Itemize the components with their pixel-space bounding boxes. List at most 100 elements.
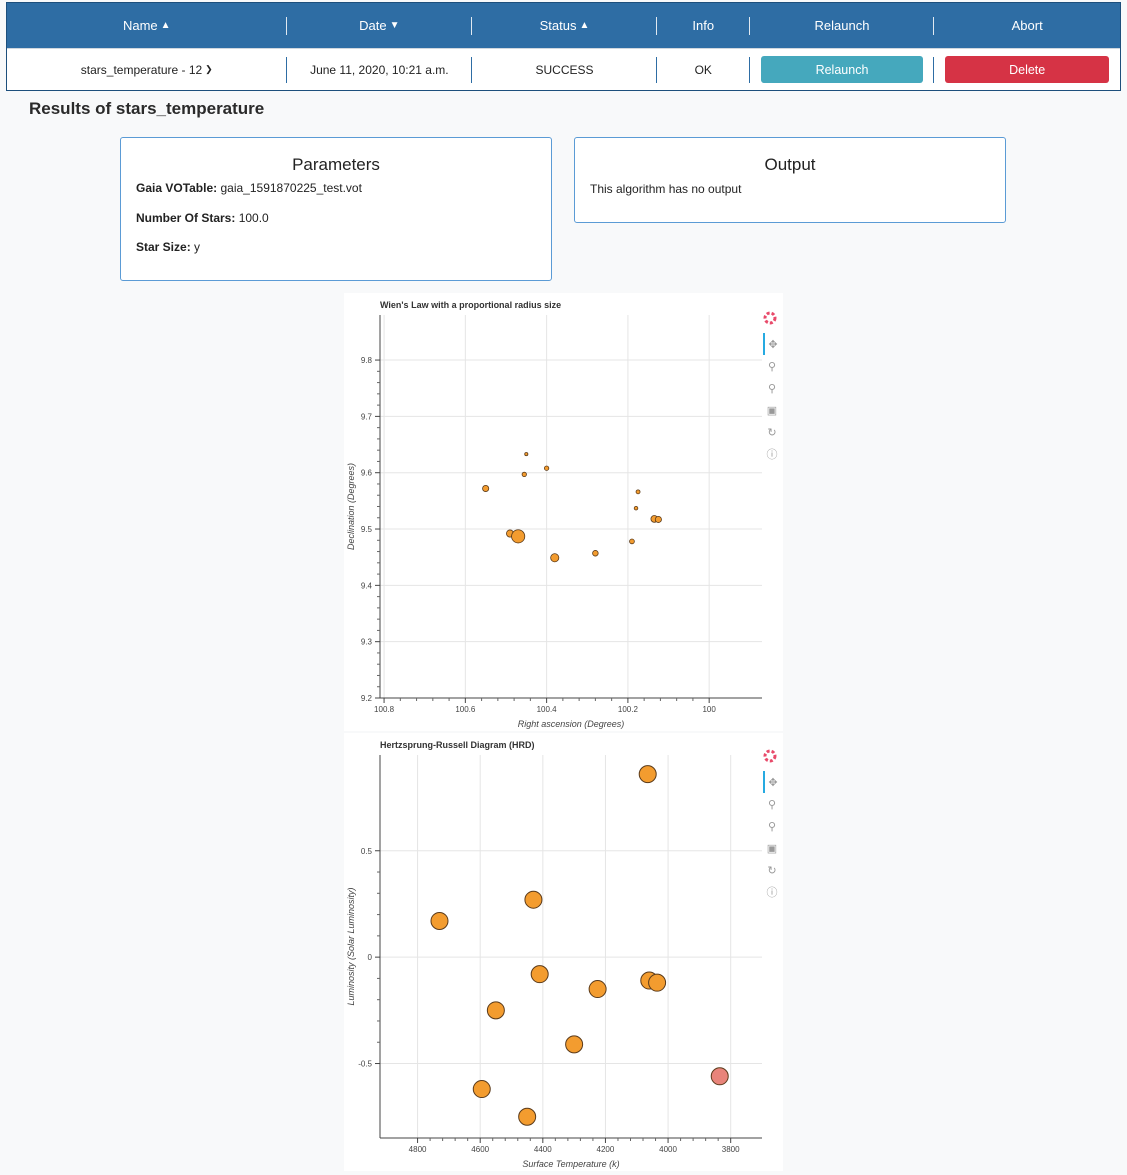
header-date-label: Date <box>359 18 387 33</box>
header-abort: Abort <box>934 3 1120 48</box>
data-point <box>550 553 560 563</box>
header-name[interactable]: Name ▲︎ <box>7 3 287 48</box>
x-tick-label: 3800 <box>722 1145 740 1154</box>
save-icon[interactable]: ▣ <box>766 404 778 417</box>
chevron-down-icon[interactable]: ❯ <box>205 64 213 74</box>
pan-icon[interactable]: ✥ <box>763 771 781 793</box>
help-icon[interactable]: ⓘ <box>766 887 778 899</box>
data-point <box>654 515 662 523</box>
header-relaunch: Relaunch <box>750 3 935 48</box>
data-point <box>524 452 529 457</box>
header-date[interactable]: Date ▼ <box>287 3 473 48</box>
sort-icon[interactable]: ▲︎ <box>160 20 171 31</box>
job-table: Name ▲︎ Date ▼ Status ▲︎ Info Relaunch A… <box>6 2 1121 91</box>
data-point <box>710 1067 729 1086</box>
pan-icon[interactable]: ✥ <box>763 333 781 355</box>
bokeh-logo-icon[interactable] <box>763 311 781 333</box>
x-tick-label: 100.8 <box>374 705 395 714</box>
y-axis-label: Declination (Degrees) <box>346 463 356 550</box>
wheel-zoom-icon[interactable]: ⚲ <box>767 382 777 395</box>
plot-toolbar: ✥ ⚲ ⚲ ▣ ↻ ⓘ <box>763 749 781 903</box>
y-tick-label: 9.8 <box>361 356 373 365</box>
x-axis-label: Surface Temperature (k) <box>522 1159 619 1169</box>
param-label: Number Of Stars: <box>136 211 236 225</box>
x-tick-label: 4800 <box>409 1145 427 1154</box>
data-point <box>524 890 543 909</box>
data-point <box>565 1035 584 1054</box>
reset-icon[interactable]: ↻ <box>767 864 777 877</box>
param-number-of-stars: Number Of Stars: 100.0 <box>136 211 269 225</box>
job-info: OK <box>657 49 750 90</box>
x-tick-label: 4200 <box>597 1145 615 1154</box>
y-tick-label: 9.3 <box>361 638 373 647</box>
sort-desc-icon[interactable]: ▼ <box>389 20 400 31</box>
header-status-label: Status <box>539 18 577 33</box>
delete-button[interactable]: Delete <box>945 56 1110 83</box>
wheel-zoom-icon[interactable]: ⚲ <box>767 820 777 833</box>
header-name-label: Name <box>122 18 158 33</box>
job-table-header: Name ▲︎ Date ▼ Status ▲︎ Info Relaunch A… <box>7 3 1120 48</box>
x-axis-label: Right ascension (Degrees) <box>518 719 625 729</box>
job-name[interactable]: stars_temperature - 12 <box>80 62 203 77</box>
relaunch-cell: Relaunch <box>750 49 935 90</box>
abort-cell: Delete <box>934 49 1120 90</box>
sort-icon[interactable]: ▲︎ <box>579 20 590 31</box>
x-tick-label: 100.4 <box>537 705 558 714</box>
hrd-plot[interactable]: 4800 4600 4400 4200 4000 3800 -0.5 0 0.5 Hertzspr… <box>344 733 783 1171</box>
wien-plot[interactable]: 100.8 100.6 100.4 100.2 100 9.2 9.3 9.4 9.5 9.6 9.… <box>344 293 783 731</box>
output-title: Output <box>764 155 816 174</box>
data-point <box>482 484 490 492</box>
data-point <box>638 765 657 784</box>
data-point <box>544 465 550 471</box>
param-value: y <box>194 240 201 254</box>
box-zoom-icon[interactable]: ⚲ <box>767 798 777 811</box>
job-status-value: SUCCESS <box>535 62 594 77</box>
header-status[interactable]: Status ▲︎ <box>472 3 657 48</box>
param-star-size: Star Size: y <box>136 240 200 254</box>
reset-icon[interactable]: ↻ <box>767 426 777 439</box>
parameters-card: Parameters Gaia VOTable: gaia_1591870225… <box>120 137 552 281</box>
data-point <box>592 550 599 557</box>
wien-chart: 100.8 100.6 100.4 100.2 100 9.2 9.3 9.4 9.5 9.6 9.… <box>346 300 762 729</box>
job-date-value: June 11, 2020, 10:21 a.m. <box>310 62 449 77</box>
box-zoom-icon[interactable]: ⚲ <box>767 360 777 373</box>
job-info-value: OK <box>694 62 712 77</box>
y-tick-label: 9.5 <box>361 525 373 534</box>
x-tick-label: 100.6 <box>455 705 476 714</box>
param-gaia-votable: Gaia VOTable: gaia_1591870225_test.vot <box>136 181 362 195</box>
data-point <box>648 973 667 992</box>
header-abort-label: Abort <box>1011 18 1043 33</box>
header-relaunch-label: Relaunch <box>814 18 870 33</box>
help-icon[interactable]: ⓘ <box>766 449 778 461</box>
data-point <box>430 911 449 930</box>
x-tick-label: 4600 <box>471 1145 489 1154</box>
y-axis-label: Luminosity (Solar Luminosity) <box>346 887 356 1005</box>
output-text: This algorithm has no output <box>590 182 742 196</box>
data-point <box>530 965 549 984</box>
param-value: gaia_1591870225_test.vot <box>220 181 362 195</box>
y-tick-label: -0.5 <box>358 1060 372 1069</box>
save-icon[interactable]: ▣ <box>766 842 778 855</box>
y-tick-label: 0.5 <box>361 847 373 856</box>
y-tick-label: 9.6 <box>361 469 373 478</box>
data-point <box>486 1001 505 1020</box>
job-date: June 11, 2020, 10:21 a.m. <box>287 49 473 90</box>
hrd-chart: 4800 4600 4400 4200 4000 3800 -0.5 0 0.5 Hertzspr… <box>346 740 762 1169</box>
chart-title: Hertzsprung-Russell Diagram (HRD) <box>380 740 535 750</box>
data-point <box>633 505 639 511</box>
table-row: stars_temperature - 12 ❯ June 11, 2020, … <box>7 48 1120 90</box>
y-tick-label: 9.7 <box>361 412 373 421</box>
relaunch-button[interactable]: Relaunch <box>761 56 923 83</box>
x-tick-label: 100.2 <box>618 705 639 714</box>
job-name-dropdown[interactable]: stars_temperature - 12 ❯ <box>7 49 287 90</box>
output-card: Output This algorithm has no output <box>574 137 1006 223</box>
y-tick-label: 0 <box>368 953 373 962</box>
y-tick-label: 9.2 <box>361 694 373 703</box>
data-point <box>518 1107 537 1126</box>
header-info: Info <box>657 3 750 48</box>
x-tick-label: 4000 <box>659 1145 677 1154</box>
bokeh-logo-icon[interactable] <box>763 749 781 771</box>
data-point <box>629 538 635 545</box>
plot-toolbar: ✥ ⚲ ⚲ ▣ ↻ ⓘ <box>763 311 781 465</box>
data-point <box>521 471 527 477</box>
